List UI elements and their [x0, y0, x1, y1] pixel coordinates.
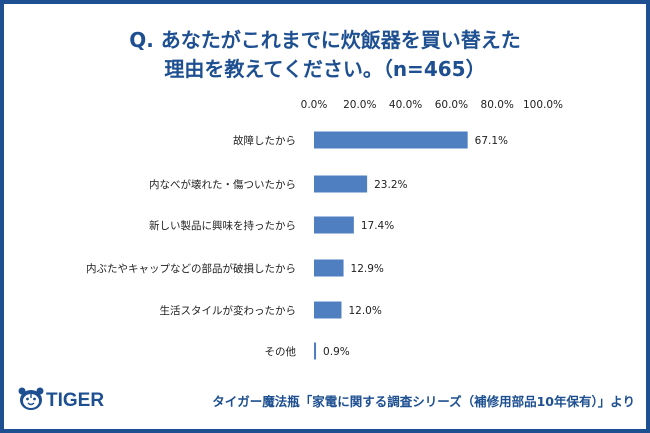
bar [314, 259, 344, 277]
bar [314, 342, 317, 360]
x-tick-label: 0.0% [301, 99, 328, 111]
data-label: 67.1% [475, 135, 508, 147]
category-label: 新しい製品に興味を持ったから [149, 219, 296, 232]
data-label: 12.0% [348, 305, 381, 317]
category-label: その他 [265, 345, 297, 358]
data-label: 17.4% [361, 220, 394, 232]
x-tick-label: 20.0% [343, 99, 376, 111]
data-label: 12.9% [351, 263, 384, 275]
category-label: 内ぶたやキャップなどの部品が破損したから [86, 262, 296, 275]
title-line-1: Q. あなたがこれまでに炊飯器を買い替えた [129, 28, 521, 52]
tiger-face-icon [18, 387, 44, 410]
bar [314, 175, 368, 193]
x-tick-label: 60.0% [435, 99, 468, 111]
x-tick-label: 100.0% [523, 99, 563, 111]
tiger-logo: TIGER [18, 387, 104, 411]
category-label: 生活スタイルが変わったから [160, 304, 297, 317]
title-line-2: 理由を教えてください。（n=465） [164, 57, 486, 81]
source-caption: タイガー魔法瓶「家電に関する調査シリーズ（補修用部品10年保有）」より [212, 394, 635, 409]
bar [314, 216, 354, 234]
chart-title: Q. あなたがこれまでに炊飯器を買い替えた 理由を教えてください。（n=465） [0, 26, 650, 84]
x-tick-label: 80.0% [481, 99, 514, 111]
bar [314, 131, 468, 149]
bar [314, 301, 342, 319]
category-label: 内なべが壊れた・傷ついたから [149, 178, 296, 191]
logo-wordmark: TIGER [46, 390, 104, 411]
x-tick-label: 40.0% [389, 99, 422, 111]
data-label: 23.2% [374, 179, 407, 191]
category-label: 故障したから [233, 134, 296, 147]
data-label: 0.9% [323, 346, 350, 358]
